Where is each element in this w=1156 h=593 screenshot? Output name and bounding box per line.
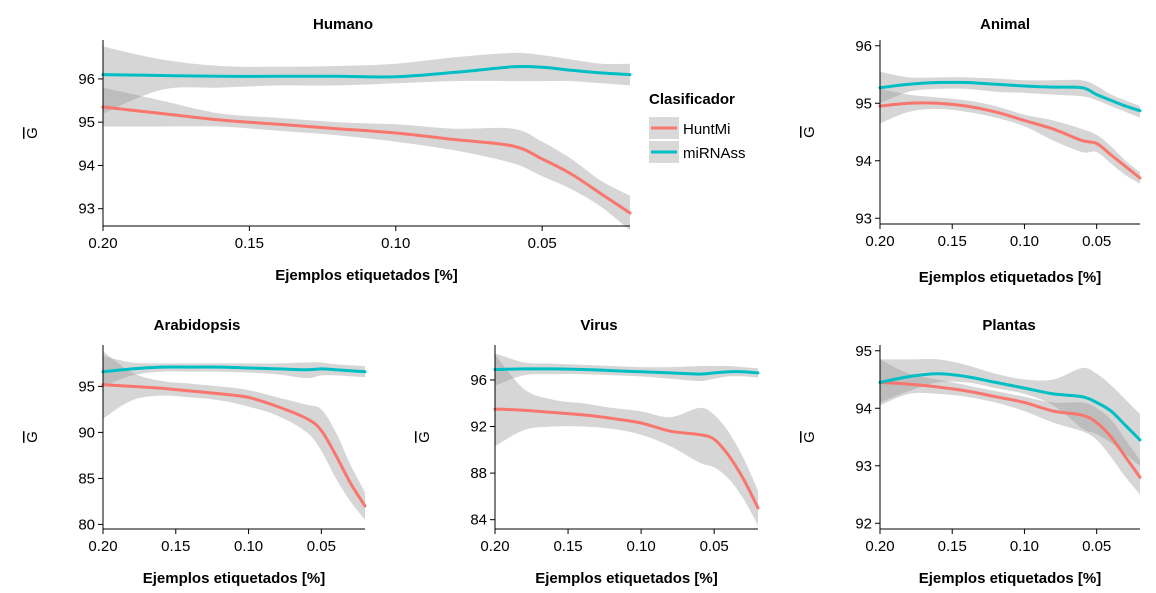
x-axis-label-animal: Ejemplos etiquetados [%]	[919, 269, 1102, 286]
x-tick-label-humano: 0.15	[235, 235, 264, 252]
legend-label-mirnass: miRNAss	[683, 145, 746, 162]
panel-arabidopsis: Arabidopsis 0.20 0.15 0.10 0.05 80 85 90 95 Ejemp…	[24, 317, 367, 587]
y-axis-label-plantas: G	[801, 431, 818, 443]
y-tick-label-plantas: 95	[855, 343, 872, 360]
y-tick-label-plantas: 92	[855, 515, 872, 532]
x-axis-label-arabidopsis: Ejemplos etiquetados [%]	[143, 570, 326, 587]
y-tick-label-humano: 96	[78, 71, 95, 88]
x-tick-label-plantas: 0.15	[938, 538, 967, 555]
line-huntmi-animal	[878, 101, 1142, 180]
panel-humano: Humano 0.20 0.15 0.10 0.05 93 94 95 96 Ejemplos e…	[24, 16, 632, 284]
panel-title-arabidopsis: Arabidopsis	[154, 317, 241, 334]
y-tick-label-plantas: 94	[855, 400, 872, 417]
y-tick-label-plantas: 93	[855, 458, 872, 475]
line-mirnass-animal	[878, 80, 1142, 113]
x-tick-label-animal: 0.20	[865, 233, 894, 250]
y-tick-label-arabidopsis: 95	[78, 378, 95, 395]
y-tick-label-arabidopsis: 90	[78, 424, 95, 441]
line-mirnass-plantas	[878, 372, 1142, 442]
x-tick-label-plantas: 0.10	[1010, 538, 1039, 555]
y-tick-label-humano: 94	[78, 157, 95, 174]
x-tick-label-virus: 0.05	[700, 538, 729, 555]
x-tick-label-plantas: 0.20	[865, 538, 894, 555]
band-huntmi-arabidopsis	[103, 351, 365, 520]
x-tick-label-arabidopsis: 0.05	[307, 538, 336, 555]
line-huntmi-arabidopsis	[101, 383, 367, 508]
band-mirnass-arabidopsis	[103, 356, 365, 387]
y-tick-label-animal: 96	[855, 38, 872, 55]
line-mirnass-arabidopsis	[101, 365, 367, 374]
x-tick-label-virus: 0.20	[480, 538, 509, 555]
x-tick-label-animal: 0.05	[1082, 233, 1111, 250]
line-mirnass-humano	[101, 64, 632, 79]
panel-plantas: Plantas 0.20 0.15 0.10 0.05 92 93 94 95 Ejemplos …	[801, 317, 1142, 587]
band-huntmi-plantas	[880, 359, 1140, 495]
x-tick-label-virus: 0.10	[627, 538, 656, 555]
panel-title-animal: Animal	[980, 16, 1030, 33]
y-tick-label-animal: 93	[855, 210, 872, 227]
x-tick-label-animal: 0.15	[938, 233, 967, 250]
y-tick-label-animal: 95	[855, 95, 872, 112]
x-tick-label-humano: 0.10	[381, 235, 410, 252]
x-axis-label-plantas: Ejemplos etiquetados [%]	[919, 570, 1102, 587]
band-mirnass-plantas	[880, 358, 1140, 466]
line-huntmi-plantas	[878, 380, 1142, 479]
x-tick-label-humano: 0.05	[528, 235, 557, 252]
y-axis-label-animal: G	[801, 126, 818, 138]
line-mirnass-virus	[493, 367, 760, 376]
legend: Clasificador HuntMi miRNAss	[649, 91, 746, 163]
y-tick-label-arabidopsis: 85	[78, 470, 95, 487]
y-tick-label-virus: 88	[470, 465, 487, 482]
panel-virus: Virus 0.20 0.15 0.10 0.05 84 88 92 96 Ejemplos et…	[416, 317, 760, 587]
panel-animal: Animal 0.20 0.15 0.10 0.05 93 94 95 96 Ejemplos e…	[801, 16, 1142, 286]
y-tick-label-virus: 96	[470, 372, 487, 389]
band-huntmi-virus	[495, 354, 758, 526]
x-tick-label-animal: 0.10	[1010, 233, 1039, 250]
x-axis-label-humano: Ejemplos etiquetados [%]	[275, 267, 458, 284]
y-tick-label-humano: 93	[78, 201, 95, 218]
y-tick-label-arabidopsis: 80	[78, 516, 95, 533]
panel-title-plantas: Plantas	[982, 317, 1035, 334]
line-huntmi-virus	[493, 407, 760, 510]
y-axis-label-virus: G	[416, 431, 433, 443]
x-tick-label-arabidopsis: 0.20	[88, 538, 117, 555]
y-axis-label-humano: G	[24, 127, 41, 139]
band-huntmi-animal	[880, 88, 1140, 184]
band-mirnass-virus	[495, 353, 758, 386]
band-huntmi-humano	[103, 87, 630, 231]
y-tick-label-animal: 94	[855, 153, 872, 170]
x-tick-label-virus: 0.15	[553, 538, 582, 555]
x-tick-label-humano: 0.20	[88, 235, 117, 252]
x-tick-label-arabidopsis: 0.15	[161, 538, 190, 555]
x-tick-label-plantas: 0.05	[1082, 538, 1111, 555]
y-tick-label-virus: 92	[470, 419, 487, 436]
legend-item-mirnass: miRNAss	[649, 141, 746, 163]
line-huntmi-humano	[101, 105, 632, 215]
x-tick-label-arabidopsis: 0.10	[234, 538, 263, 555]
y-axis-label-arabidopsis: G	[24, 431, 41, 443]
legend-title: Clasificador	[649, 91, 735, 108]
band-mirnass-humano	[103, 46, 630, 114]
x-axis-label-virus: Ejemplos etiquetados [%]	[535, 570, 718, 587]
panel-title-humano: Humano	[313, 16, 373, 33]
legend-label-huntmi: HuntMi	[683, 121, 731, 138]
panel-title-virus: Virus	[580, 317, 617, 334]
legend-item-huntmi: HuntMi	[649, 117, 731, 139]
y-tick-label-virus: 84	[470, 512, 487, 529]
y-tick-label-humano: 95	[78, 114, 95, 131]
